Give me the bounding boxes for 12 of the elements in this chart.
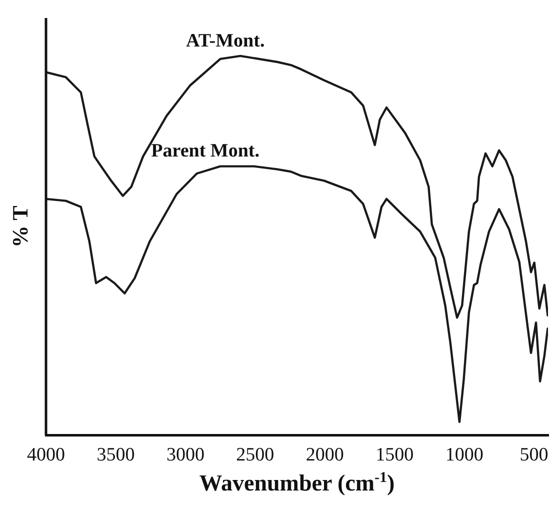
x-axis-title: Wavenumber (cm$^{-1}$): [198, 470, 396, 497]
x-tick-label: 2500: [236, 444, 274, 466]
x-tick-label: 4000: [27, 444, 65, 466]
y-axis-title: % T: [8, 205, 33, 248]
x-tick-label: 3000: [166, 444, 204, 466]
x-tick-label: 500: [520, 444, 548, 466]
x-tick-label: 2000: [306, 444, 344, 466]
series-label: AT-Mont.: [186, 30, 265, 52]
x-tick-label: 1000: [445, 444, 484, 466]
series-label: Parent Mont.: [151, 140, 260, 162]
x-tick-label: 1500: [376, 444, 414, 466]
x-tick-label: 3500: [96, 444, 135, 466]
